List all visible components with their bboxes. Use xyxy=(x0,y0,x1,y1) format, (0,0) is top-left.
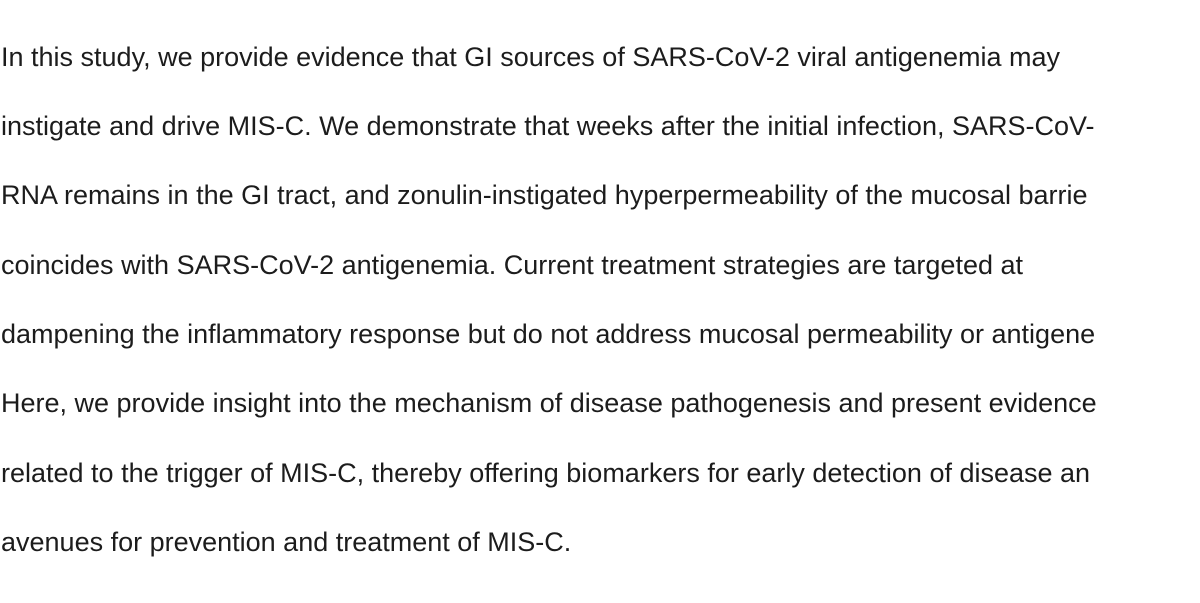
paragraph-line: coincides with SARS-CoV-2 antigenemia. C… xyxy=(1,250,1024,280)
paragraph-line: Here, we provide insight into the mechan… xyxy=(1,388,1097,418)
paragraph-line: related to the trigger of MIS-C, thereby… xyxy=(1,458,1091,488)
paragraph-line: instigate and drive MIS-C. We demonstrat… xyxy=(1,111,1095,141)
paragraph-line: dampening the inflammatory response but … xyxy=(1,319,1096,349)
paragraph-line: In this study, we provide evidence that … xyxy=(1,42,1060,72)
paragraph-line: avenues for prevention and treatment of … xyxy=(1,527,572,557)
body-paragraph: In this study, we provide evidence that … xyxy=(1,40,1200,600)
paragraph-line: RNA remains in the GI tract, and zonulin… xyxy=(1,180,1088,210)
